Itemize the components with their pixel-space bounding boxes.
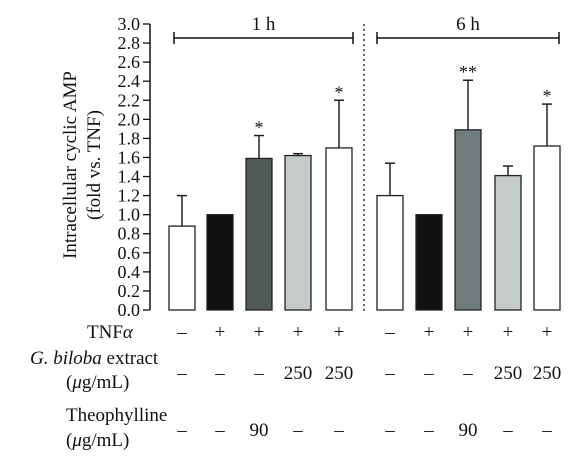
theophylline-cell: – [385,420,395,441]
bar [245,157,273,311]
group-label: 6 h [456,14,480,35]
y-tick-label: 3.0 [118,14,141,34]
y-tick-label: 0.6 [118,243,141,263]
ginkgo-label-rest: extract [101,348,159,369]
ginkgo-unit: (μg/mL) [66,372,130,393]
significance-marker: * [335,82,344,102]
y-tick-label: 0.8 [118,224,141,244]
y-axis: 0.00.20.40.60.81.01.21.41.61.82.02.22.42… [118,14,151,320]
significance-marker: * [255,118,264,138]
ginkgo-unit-rest: g/mL) [81,372,130,393]
theophylline-cell: – [503,420,513,441]
ginkgo-cell: 250 [283,363,313,384]
bar-chart: 0.00.20.40.60.81.01.21.41.61.82.02.22.42… [60,14,561,320]
group-label: 1 h [252,14,276,35]
y-tick-label: 2.2 [118,90,141,110]
theophylline-unit: (μg/mL) [66,430,130,451]
y-tick-label: 2.8 [118,33,141,53]
ginkgo-unit-mu: μ [72,372,82,393]
tnf-cell: – [385,322,395,343]
y-tick-label: 1.8 [118,128,141,148]
y-axis-label-line1: Intracellular cyclic AMP [60,71,81,259]
tnf-cell: + [333,322,345,343]
theophylline-cell: – [424,420,434,441]
theophylline-cell: – [334,420,344,441]
bar [284,154,312,311]
tnf-alpha-symbol: α [122,322,133,343]
theophylline-cell: – [215,420,225,441]
bar [494,174,522,311]
bar [168,225,196,311]
tnf-label-text: TNF [87,322,123,343]
tnf-cell: + [253,322,265,343]
significance-marker: ** [459,62,477,82]
theophylline-unit-mu: μ [72,430,82,451]
ginkgo-cell: – [385,363,395,384]
y-tick-label: 1.6 [118,147,141,167]
ginkgo-cell: – [463,363,473,384]
tnf-label: TNFα [87,323,133,343]
y-tick-label: 1.2 [118,186,141,206]
theophylline-cell: 90 [458,420,478,441]
tnf-cell: + [541,322,553,343]
bar [325,147,353,311]
ginkgo-label-italic: G. biloba [30,348,102,369]
bar [454,129,482,311]
y-tick-label: 1.4 [118,167,141,187]
bar [415,214,443,311]
theophylline-cell: – [177,420,187,441]
ginkgo-cell: – [177,363,187,384]
bars: ***** [168,62,561,311]
theophylline-cell: – [542,420,552,441]
tnf-cell: + [462,322,474,343]
tnf-cell: – [177,322,187,343]
bar [533,145,561,311]
y-tick-label: 2.4 [118,71,141,91]
ginkgo-cell: 250 [532,363,562,384]
y-tick-label: 0.2 [118,281,141,301]
y-tick-label: 2.0 [118,109,141,129]
ginkgo-cell: 250 [493,363,523,384]
tnf-cell: + [292,322,304,343]
bar [206,214,234,311]
theophylline-label-text: Theophylline [66,405,168,426]
tnf-cell: + [502,322,514,343]
ginkgo-cell: 250 [324,363,354,384]
tnf-cell: + [423,322,435,343]
ginkgo-cell: – [254,363,264,384]
group-brackets: 1 h 6 h [173,14,560,44]
y-tick-label: 1.0 [118,205,141,225]
theophylline-cell: – [293,420,303,441]
theophylline-cell: 90 [249,420,269,441]
y-tick-label: 0.4 [118,262,141,282]
y-tick-label: 2.6 [118,52,141,72]
bar [376,194,404,311]
y-tick-label: 0.0 [118,300,141,320]
ginkgo-cell: – [424,363,434,384]
tnf-cell: + [214,322,226,343]
theophylline-label: Theophylline [66,406,167,426]
y-axis-label-line2: (fold vs. TNF) [84,110,105,220]
ginkgo-cell: – [215,363,225,384]
theophylline-unit-rest: g/mL) [81,430,130,451]
ginkgo-label: G. biloba extract [30,349,158,369]
significance-marker: * [543,86,552,106]
